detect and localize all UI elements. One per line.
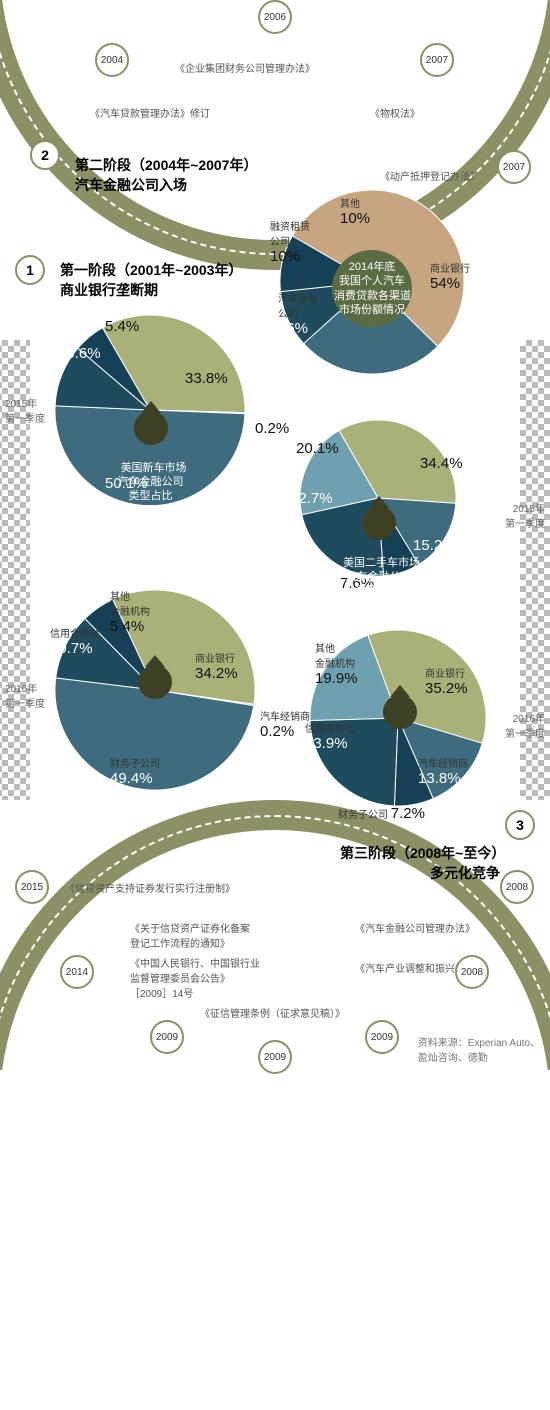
year-2008b: 2008 (500, 870, 534, 904)
side-date-r1: 2015年 第一季度 (505, 500, 545, 530)
stage-1-text: 第一阶段（2001年~2003年） 商业银行垄断期 (60, 260, 242, 300)
lbl-cn-bank: 商业银行54% (430, 260, 470, 292)
lbl-uu-344: 34.4% (420, 455, 463, 472)
policy-bot1: 《信贷资产支持证券发行实行注册制》 (65, 880, 235, 895)
side-date-l1: 2015年 第一季度 (5, 395, 45, 425)
policy-bot5: 《汽车金融公司管理办法》 (355, 920, 475, 935)
stage-2-text: 第二阶段（2004年~2007年） 汽车金融公司入场 (75, 155, 257, 195)
lbl-r4r-bank: 商业银行35.2% (425, 665, 468, 697)
policy-top4: 《动产抵押登记办法》 (380, 168, 480, 183)
lbl-uu-201: 20.1% (296, 440, 339, 457)
year-2008a: 2008 (455, 955, 489, 989)
stage-3-text: 第三阶段（2008年~至今） 多元化竞争 (340, 843, 500, 883)
policy-bot2: 《关于信贷资产证券化备案 登记工作流程的通知》 (130, 920, 250, 950)
side-date-l2: 2016年 第一季度 (5, 680, 45, 710)
lbl-un-106: 10.6% (58, 345, 101, 362)
year-2004: 2004 (95, 43, 129, 77)
lbl-un-54: 5.4% (105, 318, 139, 335)
lbl-r4l-oth: 其他金融机构5.4% (110, 588, 150, 635)
policy-bot3: 《中国人民银行、中国银行业 监督管理委员会公告》 ［2009］14号 (130, 955, 260, 1000)
policy-bot4: 《征信管理条例（征求意见稿）》 (200, 1005, 345, 1020)
lbl-r4r-dealer: 汽车经销商13.8% (418, 755, 468, 787)
pie-usused-center: 美国二手车市场 汽车金融公司 类型占比 (336, 477, 421, 599)
lbl-uu-227: 22.7% (290, 490, 333, 507)
lbl-r4r-fin: 财务子公司 7.2% (338, 805, 425, 822)
pie-usnew-center: 美国新车市场 汽车金融公司 类型占比 (108, 382, 193, 504)
lbl-r4r-cu: 信用合作社23.9% (305, 720, 355, 752)
lbl-r4r-oth: 其他金融机构19.9% (315, 640, 358, 687)
side-date-r2: 2016年 第一季度 (505, 710, 545, 740)
lbl-cn-afc: 汽车金融公司26% (278, 290, 318, 337)
year-2015: 2015 (15, 870, 49, 904)
lbl-un-02: 0.2% (255, 420, 289, 437)
year-2007b: 2007 (497, 150, 531, 184)
policy-top2: 《汽车贷款管理办法》修订 (90, 105, 210, 120)
policy-top3: 《物权法》 (370, 105, 420, 120)
source-text: 资料来源：Experian Auto、 盈灿咨询、德勤 (418, 1034, 540, 1064)
lbl-r4l-cu: 信用合作社10.7% (50, 625, 100, 657)
lbl-r4l-bank: 商业银行34.2% (195, 650, 238, 682)
year-2007a: 2007 (420, 43, 454, 77)
lbl-cn-other: 其他10% (340, 195, 370, 227)
pie-r4r-center (380, 695, 420, 731)
year-2014: 2014 (60, 955, 94, 989)
year-2009a: 2009 (150, 1020, 184, 1054)
stage-num-3: 3 (505, 810, 535, 840)
lbl-r4l-fin: 财务子公司49.4% (110, 755, 160, 787)
year-2009b: 2009 (258, 1040, 292, 1074)
policy-top1: 《企业集团财务公司管理办法》 (175, 60, 315, 75)
stage-num-2: 2 (30, 140, 60, 170)
lbl-r4l-dealer: 汽车经销商0.2% (260, 708, 310, 740)
year-2006: 2006 (258, 0, 292, 34)
pie-china2014-center: 2014年底 我国个人汽车 消费贷款各渠道 市场份额情况 (332, 250, 412, 327)
pie-r4l-center (135, 665, 175, 701)
lbl-cn-lease: 融资租赁公司10% (270, 218, 310, 265)
year-2009c: 2009 (365, 1020, 399, 1054)
stage-num-1: 1 (15, 255, 45, 285)
